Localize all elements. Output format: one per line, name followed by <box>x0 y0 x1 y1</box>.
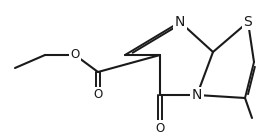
Text: O: O <box>155 121 165 135</box>
Text: O: O <box>70 48 80 62</box>
Text: N: N <box>192 88 202 102</box>
Text: O: O <box>93 88 103 102</box>
Text: N: N <box>175 15 185 29</box>
Text: S: S <box>244 15 252 29</box>
